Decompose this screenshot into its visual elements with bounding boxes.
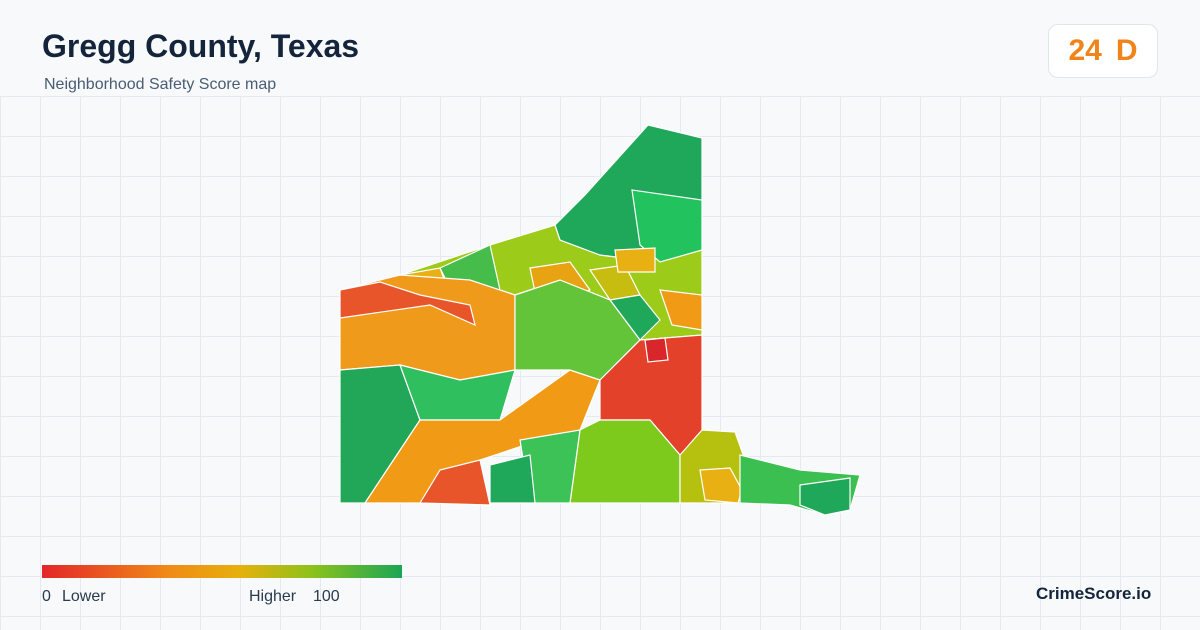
legend-min-label: Lower	[62, 588, 106, 605]
region	[644, 337, 669, 363]
score-badge: 24 D	[1048, 24, 1158, 78]
title: Gregg County, Texas	[42, 28, 360, 64]
region	[339, 281, 476, 327]
region	[399, 364, 516, 421]
legend-max-label: Higher	[249, 588, 297, 605]
region	[799, 477, 851, 516]
brand: CrimeScore.io	[1036, 584, 1152, 603]
region	[489, 454, 536, 504]
region	[614, 247, 656, 273]
legend-max: 100	[313, 588, 340, 605]
region	[659, 289, 703, 331]
region	[631, 189, 703, 263]
score-grade: D	[1115, 34, 1138, 67]
legend-min: 0	[42, 588, 51, 605]
subtitle: Neighborhood Safety Score map	[44, 76, 277, 93]
legend-gradient	[42, 565, 402, 578]
region	[418, 459, 491, 506]
score-value: 24	[1068, 34, 1102, 67]
